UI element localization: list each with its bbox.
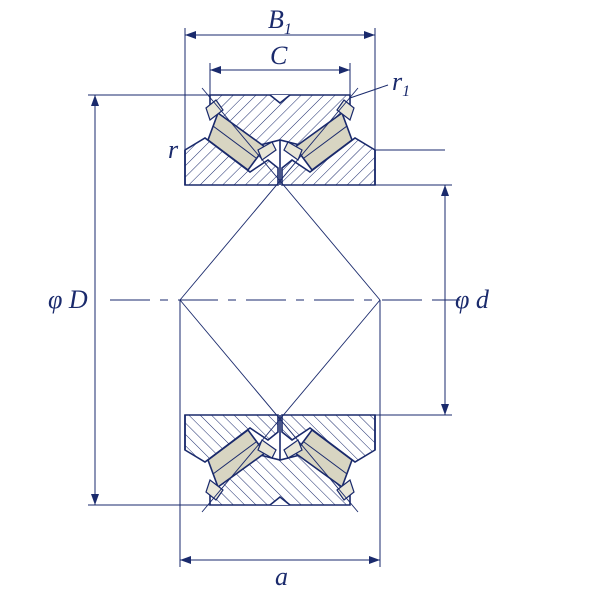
label-a: a (275, 562, 288, 591)
label-r: r (168, 135, 179, 164)
label-B1: B1 (268, 5, 292, 38)
lower-half (185, 415, 375, 505)
label-phid: φ d (455, 285, 490, 314)
label-phiD: φ D (48, 285, 88, 314)
bearing-cross-section-diagram: B1 C φ D φ d a r r1 (0, 0, 600, 600)
dim-r1 (350, 85, 388, 98)
label-C: C (270, 41, 288, 70)
label-r1: r1 (392, 67, 410, 100)
upper-half (185, 95, 375, 185)
